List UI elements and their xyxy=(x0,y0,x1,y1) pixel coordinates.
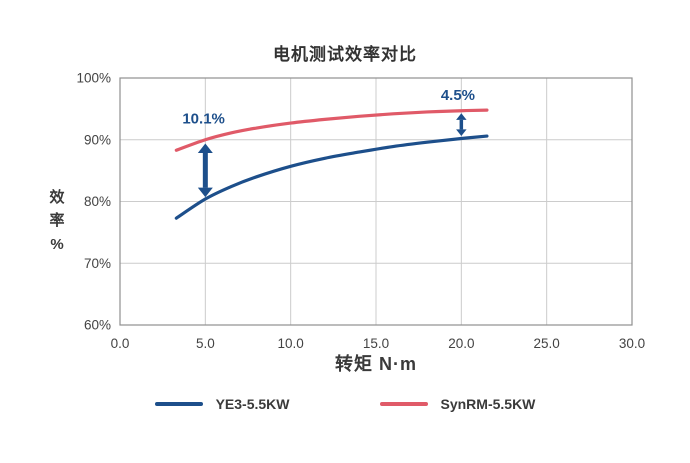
diff-arrow-head-down xyxy=(197,187,213,198)
legend-swatch-ye3 xyxy=(154,402,203,406)
legend-item-ye3: YE3-5.5KW xyxy=(154,396,290,412)
diff-arrow-head-up xyxy=(197,143,213,153)
y-tick-label: 70% xyxy=(84,256,111,271)
x-axis-title: 转矩 N·m xyxy=(335,354,417,374)
diff-arrow-head-up xyxy=(456,113,467,120)
x-tick-label: 20.0 xyxy=(448,336,474,351)
diff-arrow-head-down xyxy=(456,129,467,137)
legend: YE3-5.5KW SynRM-5.5KW xyxy=(0,396,690,412)
y-tick-label: 90% xyxy=(84,132,111,147)
y-tick-label: 100% xyxy=(76,71,111,86)
chart-title: 电机测试效率对比 xyxy=(273,45,417,64)
x-tick-label: 10.0 xyxy=(278,336,304,351)
plot-area: 60% 70% 80% 90% 100% 0.0 5.0 10.0 15.0 20.0 25.0 30… xyxy=(76,71,645,352)
y-tick-label: 60% xyxy=(84,318,111,333)
x-tick-label: 5.0 xyxy=(196,336,215,351)
legend-label-ye3: YE3-5.5KW xyxy=(215,396,290,412)
series-line-YE3-5.5KW xyxy=(174,134,489,220)
plot-border xyxy=(119,77,633,326)
y-tick-label: 80% xyxy=(84,194,111,209)
x-tick-label: 25.0 xyxy=(534,336,560,351)
legend-item-synrm: SynRM-5.5KW xyxy=(379,396,536,412)
series-line-SynRM-5.5KW xyxy=(174,108,489,152)
x-tick-label: 0.0 xyxy=(111,336,130,351)
diff-label: 10.1% xyxy=(182,111,225,128)
legend-label-synrm: SynRM-5.5KW xyxy=(440,396,536,412)
legend-swatch-synrm xyxy=(379,402,428,406)
x-tick-label: 30.0 xyxy=(619,336,645,351)
x-tick-label: 15.0 xyxy=(363,336,389,351)
diff-label: 4.5% xyxy=(441,87,475,104)
y-axis-title: 效率% xyxy=(49,189,65,253)
